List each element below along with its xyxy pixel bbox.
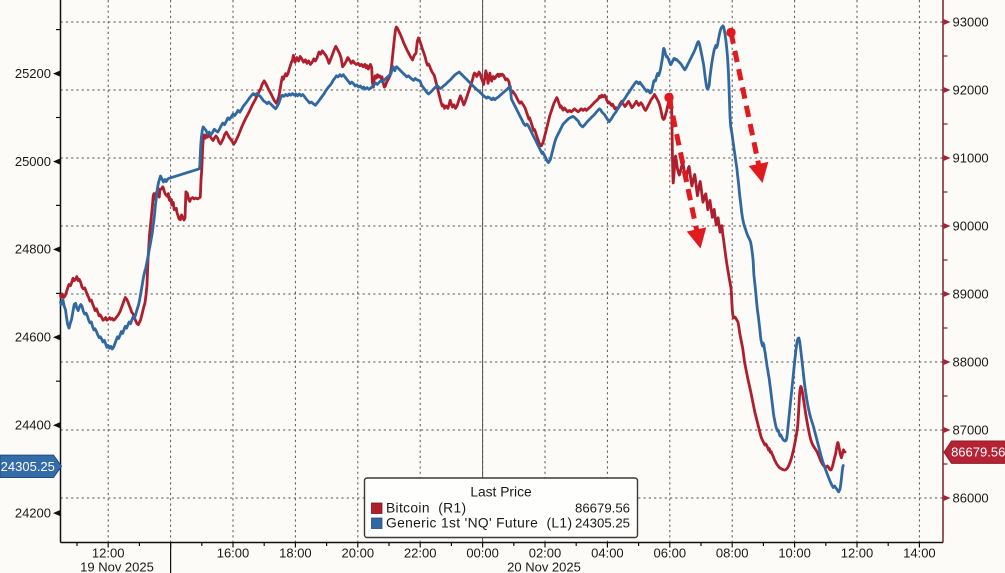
svg-text:24200: 24200 [15,505,51,520]
svg-text:91000: 91000 [953,150,989,165]
svg-text:Bitcoin (R1): Bitcoin (R1) [386,501,466,516]
svg-text:02:00: 02:00 [529,546,562,561]
svg-text:86679.56: 86679.56 [951,445,1005,460]
svg-text:Generic 1st 'NQ' Future (L1): Generic 1st 'NQ' Future (L1) [386,516,572,531]
svg-text:06:00: 06:00 [654,546,687,561]
svg-text:00:00: 00:00 [466,546,499,561]
svg-text:93000: 93000 [953,14,989,29]
svg-text:89000: 89000 [953,286,989,301]
svg-text:08:00: 08:00 [716,546,749,561]
svg-text:20 Nov 2025: 20 Nov 2025 [507,560,581,573]
svg-text:25000: 25000 [15,154,51,169]
svg-text:24600: 24600 [15,330,51,345]
svg-text:88000: 88000 [953,354,989,369]
svg-text:10:00: 10:00 [778,546,811,561]
svg-text:86679.56: 86679.56 [575,501,630,516]
svg-text:19 Nov 2025: 19 Nov 2025 [80,560,154,573]
svg-text:24400: 24400 [15,418,51,433]
svg-text:14:00: 14:00 [903,546,936,561]
svg-text:24800: 24800 [15,242,51,257]
svg-text:92000: 92000 [953,82,989,97]
svg-text:25200: 25200 [15,66,51,81]
svg-text:20:00: 20:00 [342,546,375,561]
svg-text:22:00: 22:00 [404,546,437,561]
svg-text:24305.25: 24305.25 [1,459,55,474]
svg-text:24305.25: 24305.25 [575,516,630,531]
svg-text:18:00: 18:00 [279,546,312,561]
svg-text:86000: 86000 [953,490,989,505]
svg-text:16:00: 16:00 [217,546,250,561]
svg-text:12:00: 12:00 [92,546,125,561]
svg-text:87000: 87000 [953,422,989,437]
svg-text:12:00: 12:00 [841,546,874,561]
svg-text:90000: 90000 [953,218,989,233]
svg-text:04:00: 04:00 [591,546,624,561]
svg-text:Last Price: Last Price [470,485,532,500]
